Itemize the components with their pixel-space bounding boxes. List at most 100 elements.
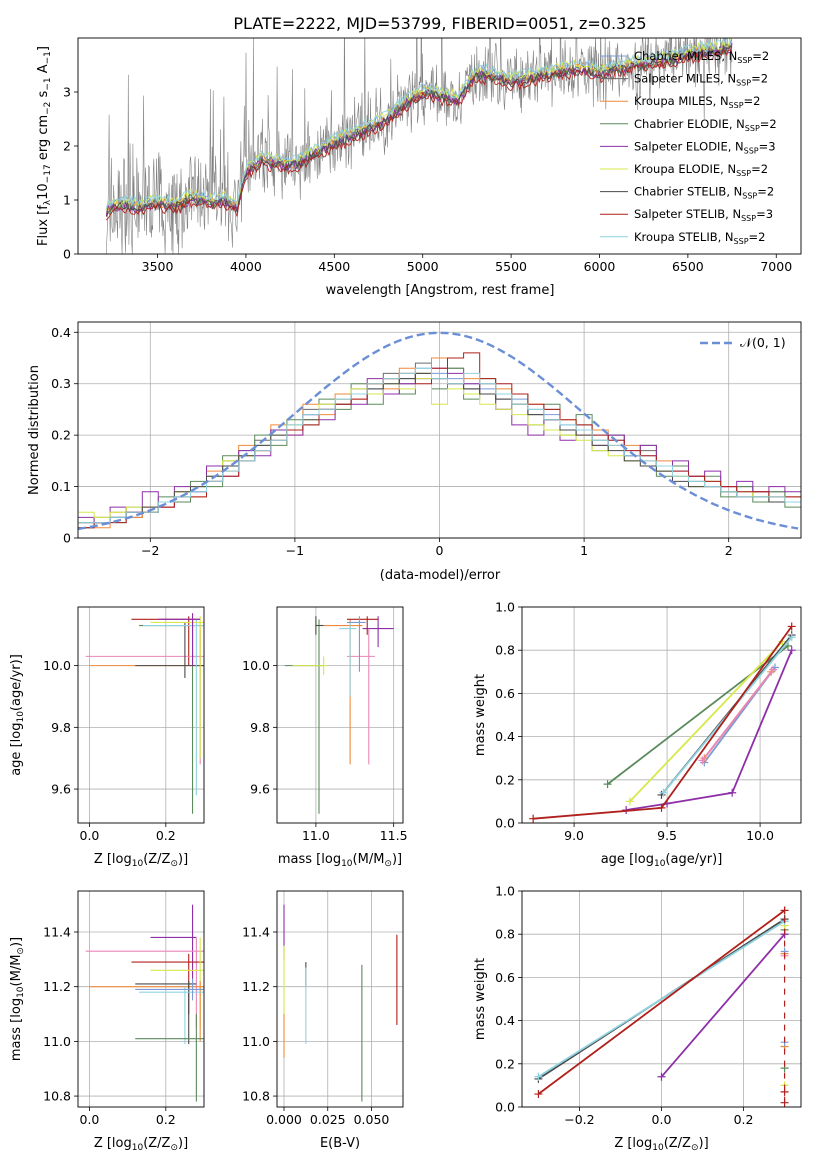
x-tick-label: 0 — [436, 543, 444, 558]
x-tick-label: 1 — [580, 543, 588, 558]
y-tick-label: 10.0 — [242, 658, 270, 673]
legend-label: Salpeter ELODIE, NSSP=3 — [634, 139, 776, 155]
model-spectrum-line — [105, 38, 733, 210]
y-tick-label: 1 — [63, 193, 71, 208]
errorbars — [85, 613, 204, 814]
weight-line — [537, 909, 786, 1095]
x-tick-label: 0.0 — [652, 1112, 672, 1127]
y-tick-label: 10.8 — [43, 1089, 71, 1104]
weight-lines — [529, 622, 796, 823]
x-tick-label: 11.0 — [302, 828, 330, 843]
legend-label: Kroupa MILES, NSSP=2 — [634, 94, 760, 110]
plus-marker — [603, 780, 612, 789]
plus-marker — [534, 1072, 543, 1081]
y-tick-label: 0.4 — [51, 325, 71, 340]
x-tick-label: −0.2 — [564, 1112, 594, 1127]
axes-frame — [77, 606, 205, 824]
y-tick-label: 0.8 — [495, 643, 515, 658]
y-tick-label: 9.8 — [250, 720, 270, 735]
x-tick-label: 7000 — [760, 259, 792, 274]
x-tick-label: 0.2 — [156, 1112, 176, 1127]
y-tick-label: 0.1 — [51, 479, 71, 494]
plus-marker — [657, 803, 666, 812]
x-tick-label: 9.5 — [657, 828, 677, 843]
axes-frame — [276, 890, 404, 1108]
y-tick-label: 11.2 — [242, 979, 270, 994]
y-axis-label: Normed distribution — [27, 365, 42, 495]
x-tick-label: 11.5 — [380, 828, 408, 843]
y-tick-label: 0 — [63, 247, 71, 262]
y-tick-label: 0.2 — [495, 772, 515, 787]
observed-spectrum-line — [106, 38, 733, 254]
axes-frame — [77, 890, 205, 1108]
x-tick-label: 4000 — [230, 259, 262, 274]
spectrum-panel: 3500 4000 4500 5000 5500 6000 6500 7000 0 1 2 3 Chab… — [36, 37, 802, 298]
y-tick-label: 11.4 — [43, 925, 71, 940]
legend-label: Kroupa STELIB, NSSP=2 — [634, 230, 765, 246]
figure-title: PLATE=2222, MJD=53799, FIBERID=0051, z=0… — [233, 14, 646, 33]
y-tick-label: 1.0 — [495, 600, 515, 615]
legend-label: Kroupa ELODIE, NSSP=2 — [634, 162, 768, 178]
legend-label: Chabrier ELODIE, NSSP=2 — [634, 117, 777, 133]
y-tick-label: 9.6 — [51, 782, 71, 797]
y-tick-label: 0.0 — [495, 816, 515, 831]
weight-line — [607, 645, 789, 785]
model-spectrum-line — [105, 44, 733, 216]
y-tick-label: 10.0 — [43, 658, 71, 673]
y-tick-label: 11.2 — [43, 979, 71, 994]
plus-marker — [728, 788, 737, 797]
legend-label: 𝒩(0, 1) — [740, 335, 786, 350]
y-tick-label: 2 — [63, 139, 71, 154]
y-tick-label: 0.6 — [495, 970, 515, 985]
mass-vs-metallicity-panel: 0.0 0.2 10.8 11.0 11.2 11.4 Z [log10(Z/Z⊙)] mas… — [9, 890, 205, 1153]
x-tick-label: 4500 — [318, 259, 350, 274]
model-spectrum-line — [105, 48, 733, 221]
axes-frame — [276, 606, 404, 824]
x-axis-label: Z [log10(Z/Z⊙)] — [614, 1136, 708, 1153]
plus-marker — [529, 814, 538, 823]
x-axis-label: (data-model)/error — [380, 568, 501, 583]
x-tick-label: 5000 — [407, 259, 439, 274]
histogram-step — [78, 367, 801, 529]
x-axis-label: Z [log10(Z/Z⊙)] — [94, 852, 188, 869]
plus-marker — [787, 646, 796, 655]
y-axis-label: age [log10(age/yr)] — [9, 654, 26, 776]
x-axis-label: E(B-V) — [320, 1136, 360, 1151]
x-tick-label: 0.000 — [266, 1112, 302, 1127]
plus-marker — [657, 1072, 666, 1081]
x-tick-label: 6000 — [584, 259, 616, 274]
model-spectrum-line — [105, 45, 733, 215]
legend-label: Chabrier STELIB, NSSP=2 — [634, 185, 774, 201]
residual-histogram-panel: −2 −1 0 1 2 0 0.1 0.2 0.3 0.4 𝒩(0, 1) (data-model)/… — [27, 321, 802, 583]
y-tick-label: 0 — [63, 531, 71, 546]
x-tick-label: −2 — [141, 543, 159, 558]
weight-line — [533, 625, 793, 820]
y-tick-label: 10.8 — [242, 1089, 270, 1104]
model-spectrum-line — [105, 38, 733, 211]
mass-vs-extinction-panel: 0.000 0.025 0.050 10.8 11.0 11.2 11.4 E(B-V) — [242, 890, 404, 1151]
weight-line — [537, 920, 786, 1078]
y-tick-label: 0.8 — [495, 927, 515, 942]
weight-lines — [534, 906, 789, 1107]
y-tick-label: 0.2 — [495, 1056, 515, 1071]
x-tick-label: 0.0 — [80, 828, 100, 843]
y-axis-label: Flux [fλ10−17 erg cm−2 s−1 A−1] — [36, 46, 53, 246]
histogram-step — [78, 367, 801, 524]
plus-marker — [698, 756, 707, 765]
y-tick-label: 1.0 — [495, 884, 515, 899]
y-tick-label: 0.6 — [495, 686, 515, 701]
x-tick-label: 10.0 — [746, 828, 774, 843]
plus-marker — [787, 633, 796, 642]
y-tick-label: 3 — [63, 85, 71, 100]
legend-label: Salpeter MILES, NSSP=2 — [634, 72, 768, 88]
x-tick-label: 3500 — [142, 259, 174, 274]
x-tick-label: 0.0 — [80, 1112, 100, 1127]
y-tick-label: 0.0 — [495, 1100, 515, 1115]
plus-marker — [769, 665, 778, 674]
normal-curve — [78, 331, 799, 531]
axes-frame — [77, 37, 802, 255]
plus-marker — [625, 797, 634, 806]
y-axis-label: mass weight — [473, 958, 488, 1040]
histogram-lines — [78, 331, 801, 531]
